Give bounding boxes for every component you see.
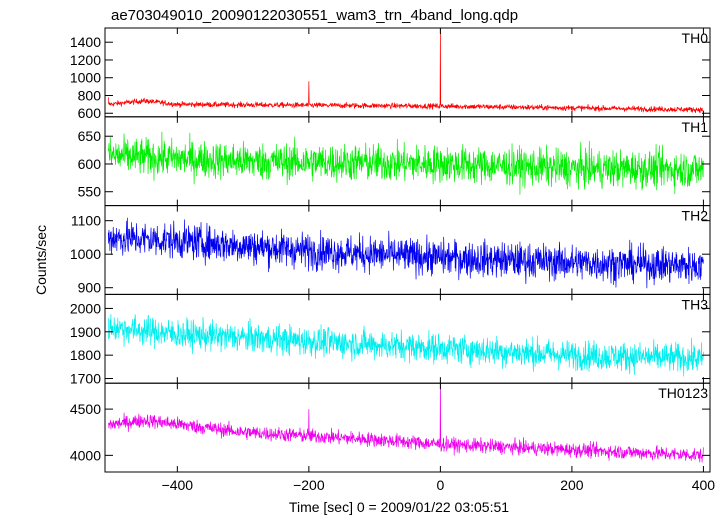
y-tick-label: 900: [78, 280, 102, 296]
y-tick-label: 1000: [70, 70, 101, 86]
y-tick-label: 550: [78, 184, 102, 200]
x-tick-label: −400: [162, 477, 194, 493]
y-tick-label: 1200: [70, 52, 101, 68]
panel-frame: [104, 293, 711, 384]
y-tick-label: 600: [78, 156, 102, 172]
y-tick-label: 1800: [70, 347, 101, 363]
panel-th2: 900 1000 1100 TH2: [70, 205, 711, 296]
y-tick-label: 650: [78, 128, 102, 144]
y-tick-label: 1100: [71, 213, 101, 229]
x-tick-label: 0: [436, 477, 444, 493]
panel-th3: 1700 1800 1900 2000 TH3: [70, 293, 711, 387]
y-tick-label: 4500: [70, 401, 101, 417]
y-tick-label: 1400: [70, 34, 101, 50]
panel-frame: [104, 382, 711, 473]
series-line-th0123: [108, 383, 704, 463]
x-tick-label: −200: [293, 477, 325, 493]
y-axis-label: Counts/sec: [33, 225, 49, 295]
panel-label: TH0: [682, 30, 709, 46]
panel-label: TH3: [682, 296, 709, 312]
y-tick-label: 2000: [70, 300, 101, 316]
panel-label: TH0123: [658, 385, 708, 401]
panel-th0123: 4000 4500 TH0123: [70, 382, 711, 473]
y-tick-label: 1000: [70, 246, 101, 262]
y-tick-label: 600: [78, 105, 102, 121]
x-axis-label: Time [sec] 0 = 2009/01/22 03:05:51: [289, 499, 509, 515]
panel-label: TH1: [682, 119, 709, 135]
chart-title: ae703049010_20090122030551_wam3_trn_4ban…: [111, 7, 518, 24]
series-line-th3: [107, 314, 704, 377]
x-tick-label: 400: [692, 477, 716, 493]
x-tick-label: 200: [560, 477, 584, 493]
y-tick-label: 1700: [70, 371, 101, 387]
panel-label: TH2: [682, 208, 709, 224]
y-tick-label: 4000: [70, 447, 101, 463]
panel-th1: 550 600 650 TH1: [78, 116, 711, 207]
series-line-th1: [107, 131, 704, 195]
panel-frame: [104, 27, 711, 118]
series-line-th2: [107, 217, 704, 289]
y-tick-label: 1900: [70, 324, 101, 340]
series-line-th0: [107, 28, 704, 114]
y-tick-label: 800: [78, 87, 102, 103]
